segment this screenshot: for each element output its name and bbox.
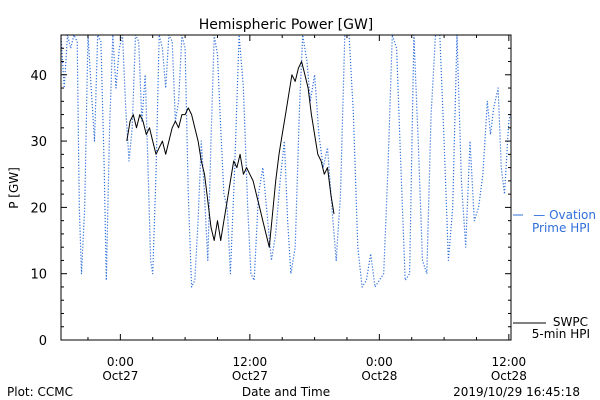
x-tick-time-label: 0:00: [107, 355, 134, 369]
legend-swpc-line1: SWPC: [553, 315, 588, 329]
y-tick-label: 10: [30, 268, 47, 283]
y-tick-label: 30: [30, 135, 47, 150]
legend-swpc: SWPC 5-min HPI: [513, 315, 590, 341]
legend-ovation-line2: Prime HPI: [532, 221, 590, 235]
x-tick-time-label: 0:00: [366, 355, 393, 369]
x-tick-date-label: Oct27: [102, 369, 138, 383]
x-tick-date-label: Oct28: [361, 369, 397, 383]
y-tick-label: 20: [30, 201, 47, 216]
x-tick-time-label: 12:00: [233, 355, 268, 369]
chart-title: Hemispheric Power [GW]: [199, 17, 374, 33]
y-tick-label: 0: [39, 334, 47, 349]
legend-swpc-line2: 5-min HPI: [532, 327, 590, 341]
series-layer: [61, 35, 511, 288]
x-tick-date-label: Oct28: [491, 369, 527, 383]
legend-ovation: — Ovation Prime HPI: [513, 208, 596, 235]
plot-frame: [60, 34, 512, 341]
legend-ovation-line1: — Ovation: [533, 208, 596, 222]
x-axis-label: Date and Time: [242, 385, 330, 399]
y-tick-label: 40: [30, 69, 47, 84]
y-axis-label: P [GW]: [7, 167, 21, 209]
x-tick-time-label: 12:00: [492, 355, 527, 369]
x-tick-date-label: Oct27: [232, 369, 268, 383]
plot-timestamp: 2019/10/29 16:45:18: [453, 385, 580, 399]
plot-credit: Plot: CCMC: [7, 385, 73, 399]
series-swpc-line: [126, 61, 335, 248]
